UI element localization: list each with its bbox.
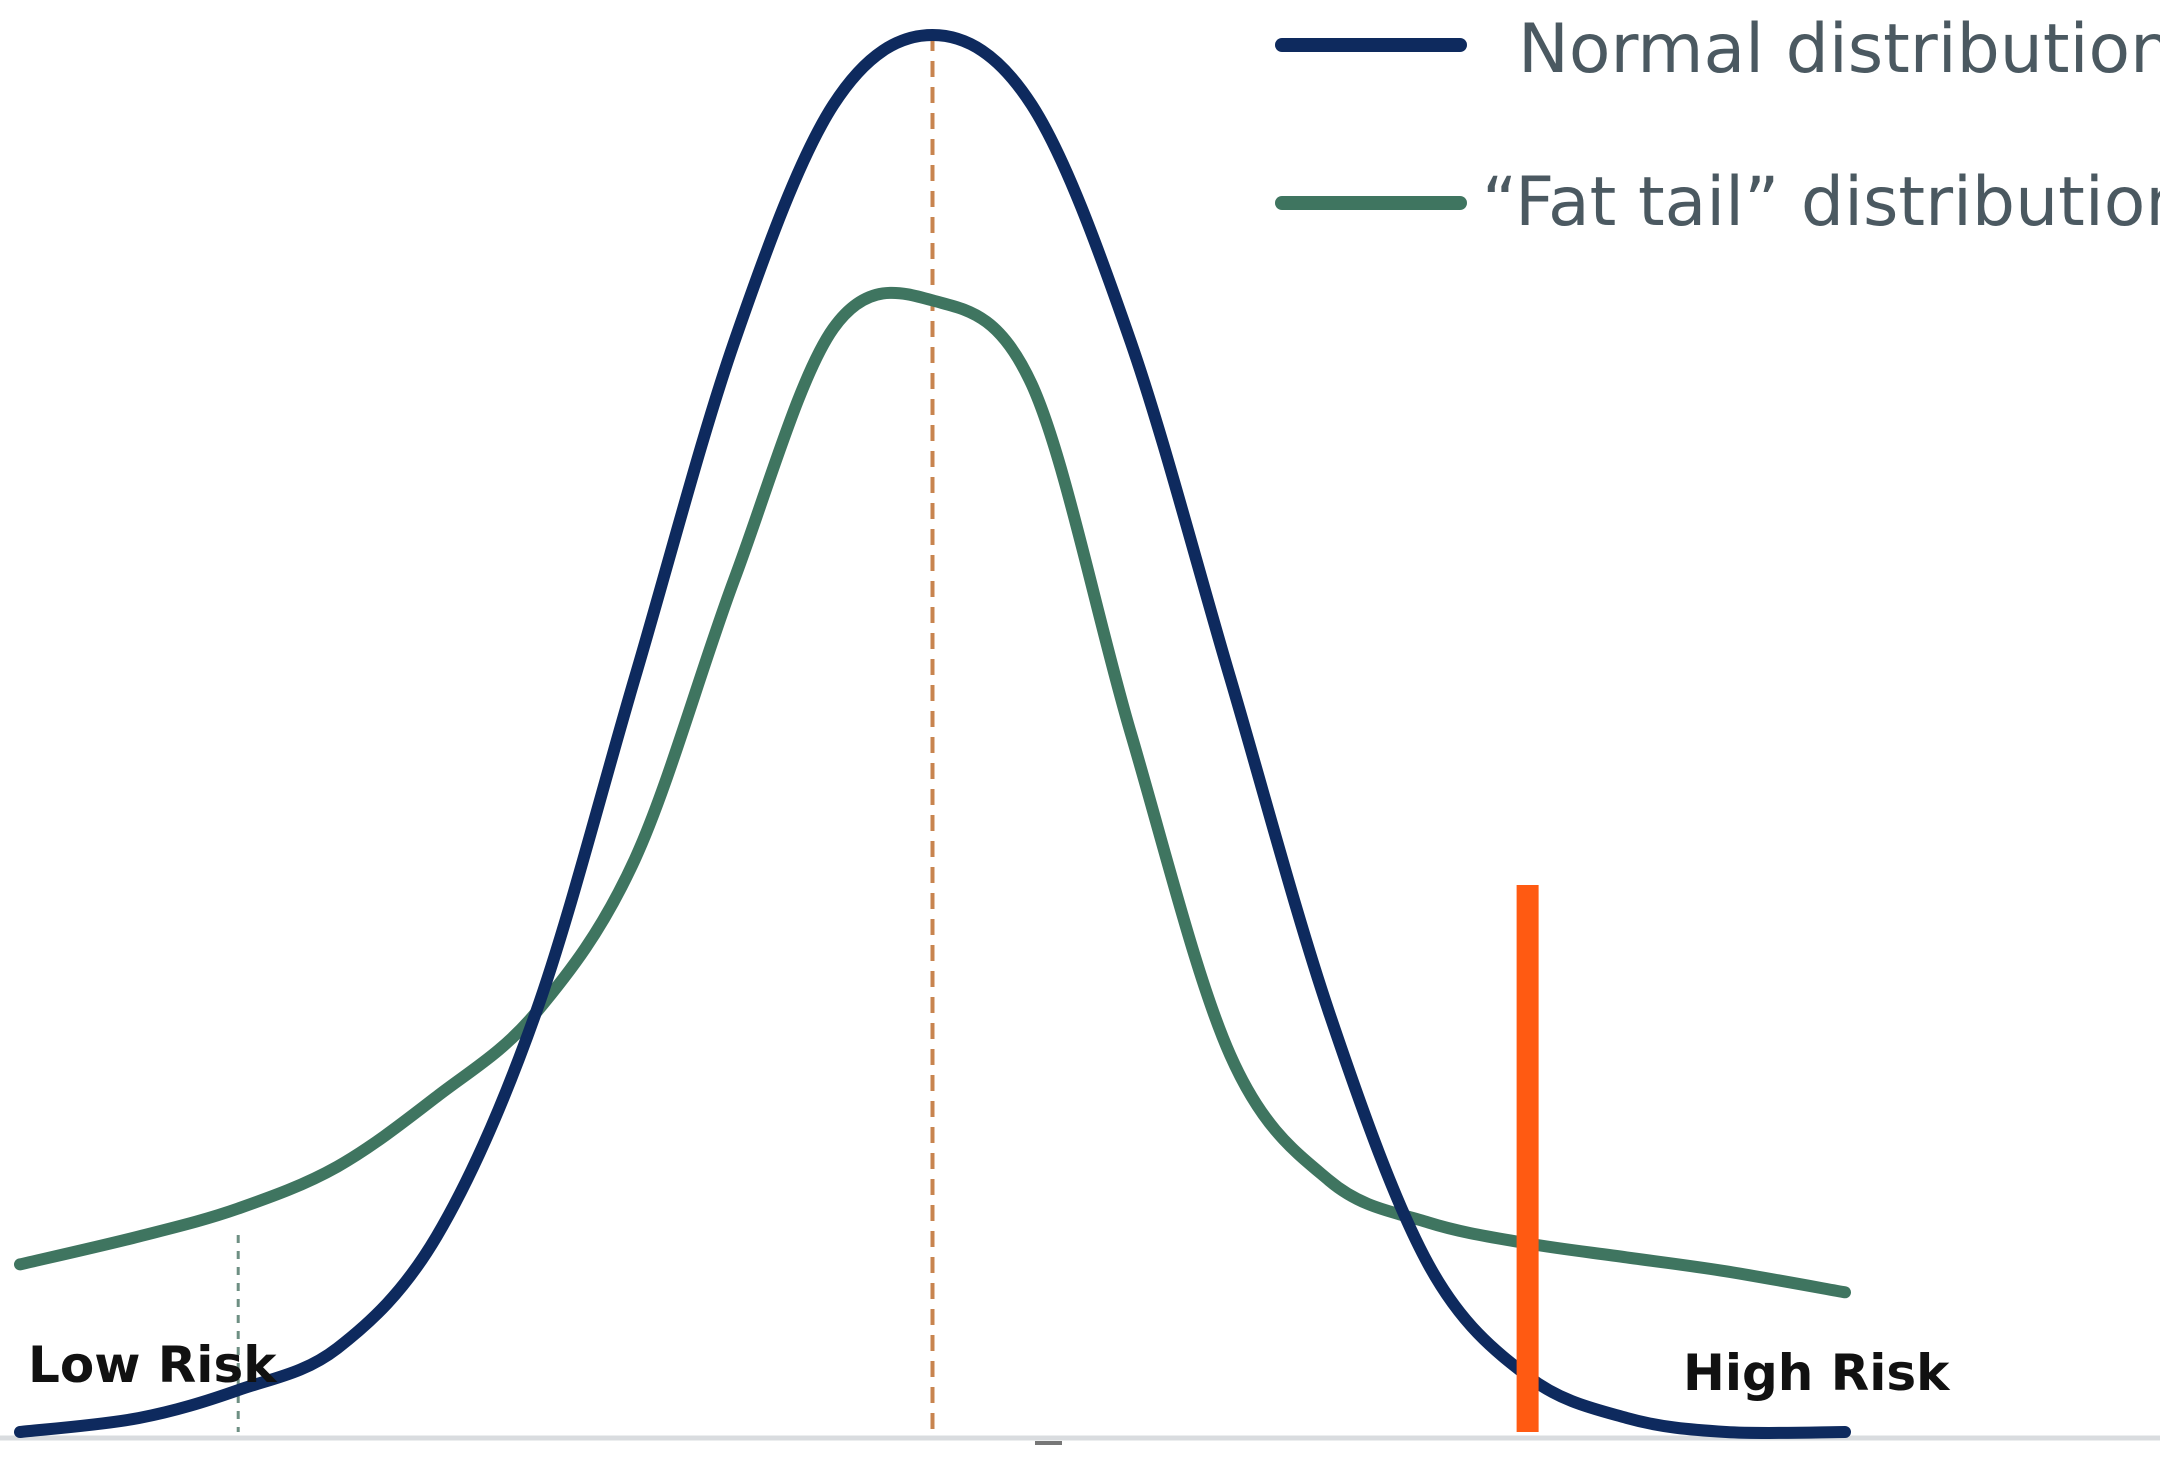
low-risk-label: Low Risk [28, 1336, 278, 1394]
legend: Normal distribution “Fat tail” distribut… [1275, 10, 2160, 242]
high-risk-label: High Risk [1683, 1344, 1951, 1402]
fat-tail-distribution-curve [14, 286, 1851, 1299]
legend-label-fat-tail: “Fat tail” distribution [1482, 163, 2160, 242]
legend-label-normal: Normal distribution [1518, 10, 2160, 89]
normal-distribution-curve [14, 29, 1851, 1440]
